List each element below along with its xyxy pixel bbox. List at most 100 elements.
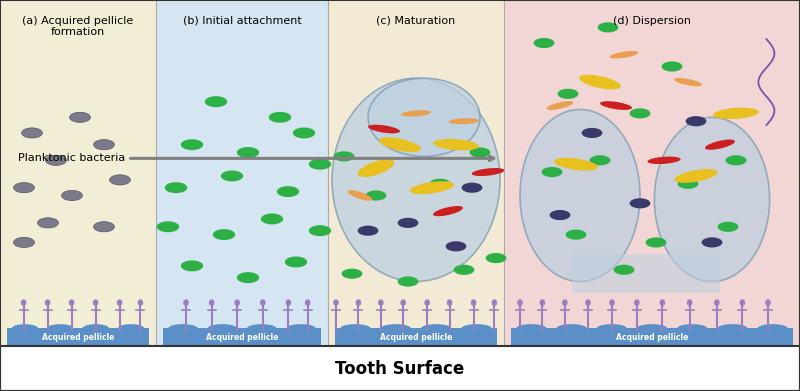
Ellipse shape xyxy=(45,300,50,306)
Ellipse shape xyxy=(647,156,681,164)
FancyBboxPatch shape xyxy=(163,328,321,345)
Ellipse shape xyxy=(557,324,586,333)
FancyBboxPatch shape xyxy=(7,328,149,345)
Text: Tooth Surface: Tooth Surface xyxy=(335,359,465,378)
Ellipse shape xyxy=(183,300,189,306)
Ellipse shape xyxy=(597,324,627,333)
Ellipse shape xyxy=(381,324,411,333)
Ellipse shape xyxy=(46,155,66,165)
Ellipse shape xyxy=(309,159,331,170)
Ellipse shape xyxy=(554,158,598,170)
Ellipse shape xyxy=(677,324,707,333)
Ellipse shape xyxy=(138,300,143,306)
Ellipse shape xyxy=(674,169,718,183)
Ellipse shape xyxy=(110,175,130,185)
Ellipse shape xyxy=(332,78,500,282)
Ellipse shape xyxy=(542,167,562,177)
Ellipse shape xyxy=(285,256,307,267)
Ellipse shape xyxy=(472,168,504,176)
Ellipse shape xyxy=(491,300,498,306)
Ellipse shape xyxy=(630,198,650,208)
Ellipse shape xyxy=(378,300,384,306)
Ellipse shape xyxy=(579,75,621,90)
Ellipse shape xyxy=(674,78,702,86)
Ellipse shape xyxy=(686,116,706,126)
Ellipse shape xyxy=(368,125,400,133)
Ellipse shape xyxy=(714,300,720,306)
Ellipse shape xyxy=(14,237,34,248)
Ellipse shape xyxy=(610,51,638,59)
Ellipse shape xyxy=(520,109,640,282)
Ellipse shape xyxy=(610,300,614,306)
Ellipse shape xyxy=(358,226,378,236)
Ellipse shape xyxy=(718,222,738,232)
Ellipse shape xyxy=(305,300,310,306)
Text: Acquired pellicle: Acquired pellicle xyxy=(206,333,278,342)
Ellipse shape xyxy=(430,179,450,189)
Ellipse shape xyxy=(205,96,227,107)
FancyBboxPatch shape xyxy=(156,0,328,346)
Ellipse shape xyxy=(516,324,546,333)
Ellipse shape xyxy=(14,183,34,193)
Ellipse shape xyxy=(470,300,477,306)
Text: Acquired pellicle: Acquired pellicle xyxy=(42,333,114,342)
Ellipse shape xyxy=(358,159,394,177)
Ellipse shape xyxy=(546,101,574,110)
Ellipse shape xyxy=(726,155,746,165)
Ellipse shape xyxy=(234,300,240,306)
Text: (a) Acquired pellicle
formation: (a) Acquired pellicle formation xyxy=(22,16,134,37)
Ellipse shape xyxy=(93,300,98,306)
Ellipse shape xyxy=(401,110,431,117)
Ellipse shape xyxy=(379,137,421,152)
Ellipse shape xyxy=(566,230,586,240)
FancyBboxPatch shape xyxy=(511,328,793,345)
Ellipse shape xyxy=(659,300,665,306)
Ellipse shape xyxy=(181,139,203,150)
Ellipse shape xyxy=(62,190,82,201)
Ellipse shape xyxy=(22,128,42,138)
Ellipse shape xyxy=(213,229,235,240)
Ellipse shape xyxy=(209,300,214,306)
Ellipse shape xyxy=(598,22,618,32)
Ellipse shape xyxy=(348,190,372,201)
Ellipse shape xyxy=(534,38,554,48)
Ellipse shape xyxy=(168,324,198,333)
Ellipse shape xyxy=(550,210,570,220)
Ellipse shape xyxy=(662,61,682,72)
Ellipse shape xyxy=(368,78,480,156)
Text: Acquired pellicle: Acquired pellicle xyxy=(380,333,452,342)
Ellipse shape xyxy=(705,140,735,150)
Ellipse shape xyxy=(221,170,243,181)
Ellipse shape xyxy=(21,300,26,306)
Ellipse shape xyxy=(600,101,632,110)
Ellipse shape xyxy=(470,147,490,158)
Ellipse shape xyxy=(70,112,90,122)
Ellipse shape xyxy=(718,324,747,333)
Ellipse shape xyxy=(309,225,331,236)
Ellipse shape xyxy=(634,300,640,306)
Ellipse shape xyxy=(340,324,370,333)
Ellipse shape xyxy=(181,260,203,271)
Ellipse shape xyxy=(766,300,770,306)
Ellipse shape xyxy=(425,300,430,306)
FancyBboxPatch shape xyxy=(0,0,156,346)
Ellipse shape xyxy=(713,108,759,119)
Ellipse shape xyxy=(94,140,114,150)
Ellipse shape xyxy=(261,213,283,224)
Ellipse shape xyxy=(462,183,482,193)
Ellipse shape xyxy=(446,300,453,306)
FancyBboxPatch shape xyxy=(0,346,800,391)
Ellipse shape xyxy=(582,128,602,138)
Ellipse shape xyxy=(237,272,259,283)
Ellipse shape xyxy=(334,151,354,161)
Text: (d) Dispersion: (d) Dispersion xyxy=(613,16,691,26)
Ellipse shape xyxy=(117,300,122,306)
Ellipse shape xyxy=(486,253,506,263)
Ellipse shape xyxy=(82,324,109,333)
Ellipse shape xyxy=(454,265,474,275)
Ellipse shape xyxy=(286,324,316,333)
FancyBboxPatch shape xyxy=(572,254,720,293)
Ellipse shape xyxy=(630,108,650,118)
Ellipse shape xyxy=(12,324,38,333)
Ellipse shape xyxy=(398,276,418,287)
